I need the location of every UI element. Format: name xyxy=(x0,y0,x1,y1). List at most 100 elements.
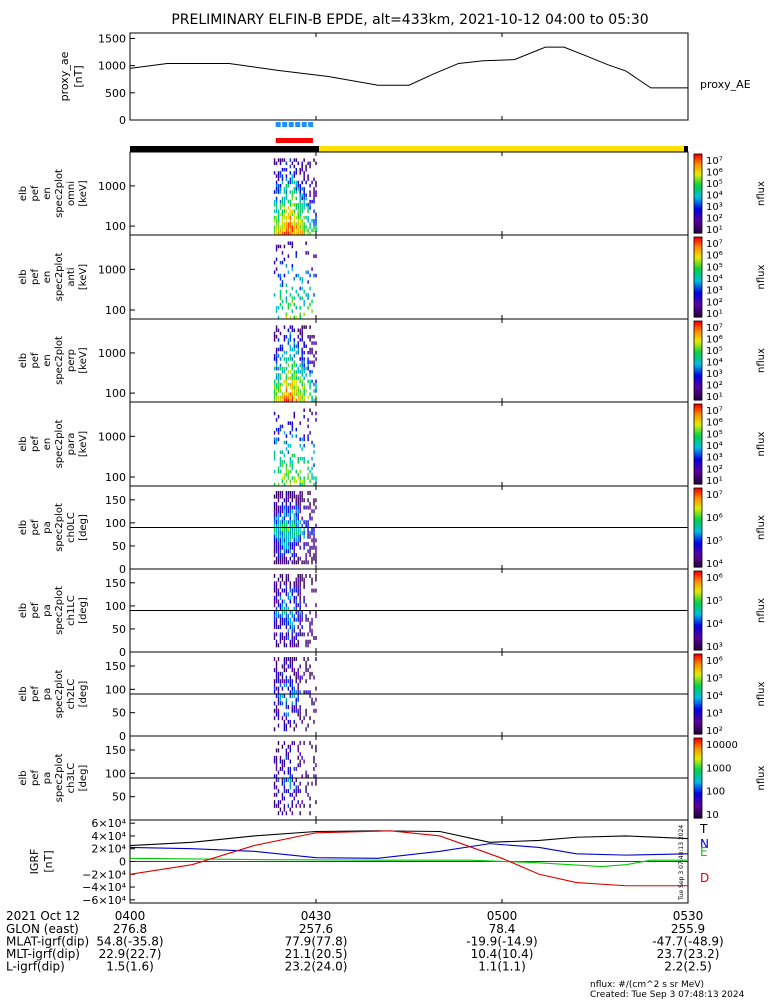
spectrogram-cell xyxy=(283,610,286,615)
colorbar-cell xyxy=(694,223,702,226)
spectrogram-cell xyxy=(315,219,317,223)
spectrogram-cell xyxy=(313,588,315,593)
spectrogram-cell xyxy=(295,778,297,782)
spectrogram-cell xyxy=(273,386,276,390)
spectrogram-cell xyxy=(283,763,286,768)
spectrogram-cell xyxy=(285,523,288,528)
spectrogram-cell xyxy=(297,395,299,400)
spectrogram-cell xyxy=(303,360,305,364)
colorbar-cell xyxy=(694,704,702,707)
spectrogram-cell xyxy=(285,727,288,732)
spectrogram-cell xyxy=(287,306,290,310)
spectrogram-cell xyxy=(275,748,278,753)
spectrogram-cell xyxy=(299,225,301,229)
spectrogram-cell xyxy=(295,386,298,390)
spectrogram-cell xyxy=(309,183,311,188)
spectrogram-cell xyxy=(293,625,295,630)
spectrogram-cell xyxy=(301,447,303,451)
spectrogram-cell xyxy=(275,610,278,615)
spectrogram-cell xyxy=(293,705,295,710)
spectrogram-cell xyxy=(305,556,307,561)
spectrogram-cell xyxy=(285,527,288,532)
spectrogram-cell xyxy=(283,807,286,812)
igrf-legend-E: E xyxy=(700,845,708,859)
spectrogram-cell xyxy=(287,664,290,669)
spectrogram-cell xyxy=(279,639,282,644)
spectrogram-cell xyxy=(281,759,284,764)
ephemeris-value: 77.9(77.8) xyxy=(285,935,348,949)
colorbar-cell xyxy=(694,307,702,310)
spectrogram-cell xyxy=(281,542,284,547)
colorbar-cell xyxy=(694,604,702,608)
spectrogram-cell xyxy=(275,774,278,779)
spectrogram-cell xyxy=(297,617,299,622)
elb-pef-pa-spec2plot-ch3LC-colorbar-tick: 100 xyxy=(706,787,725,798)
spectrogram-cell xyxy=(289,225,292,229)
spectrogram-cell xyxy=(305,225,307,229)
spectrogram-cell xyxy=(309,505,311,510)
colorbar-frame xyxy=(693,320,703,401)
spectrogram-cell xyxy=(313,774,315,779)
spectrogram-cell xyxy=(303,228,305,233)
colorbar-cell xyxy=(694,444,702,447)
spectrogram-cell xyxy=(315,418,317,422)
spectrogram-cell xyxy=(285,573,288,578)
spectrogram-cell xyxy=(291,490,293,495)
spectrogram-cell xyxy=(289,203,292,207)
spectrogram-cell xyxy=(301,167,303,172)
spectrogram-cell xyxy=(273,494,276,499)
spectrogram-cell xyxy=(285,447,288,451)
spectrogram-cell xyxy=(301,479,303,484)
spectrogram-cell xyxy=(295,306,298,310)
spectrogram-cell xyxy=(273,614,276,619)
spectrogram-cell xyxy=(309,206,311,210)
spectrogram-cell xyxy=(315,553,317,558)
spectrogram-cell xyxy=(279,344,282,349)
spectrogram-cell xyxy=(307,280,309,284)
spectrogram-cell xyxy=(279,293,282,297)
spectrogram-cell xyxy=(305,560,307,565)
spectrogram-cell xyxy=(287,621,290,626)
spectrogram-cell xyxy=(297,460,299,464)
spectrogram-cell xyxy=(311,781,313,786)
spectrogram-cell xyxy=(281,545,284,550)
spectrogram-cell xyxy=(279,671,282,676)
spectrogram-cell xyxy=(311,577,313,582)
spectrogram-cell xyxy=(289,595,292,600)
spectrogram-cell xyxy=(301,296,303,300)
elb-pef-en-spec2plot-anti-colorbar-tick: 10² xyxy=(706,297,723,308)
spectrogram-cell xyxy=(299,456,301,461)
spectrogram-cell xyxy=(307,643,309,648)
ylabel-line: pef xyxy=(30,770,41,787)
colorbar-cell xyxy=(694,716,702,719)
spectrogram-cell xyxy=(311,334,313,339)
spectrogram-cell xyxy=(305,241,307,245)
spectrogram-cell xyxy=(297,509,299,514)
spectrogram-cell xyxy=(291,505,293,510)
colorbar-cell xyxy=(694,726,702,729)
spectrogram-cell xyxy=(287,545,290,550)
spectrogram-cell xyxy=(281,621,284,626)
colorbar-cell xyxy=(694,814,702,817)
spectrogram-cell xyxy=(303,803,305,808)
spectrogram-cell xyxy=(277,610,280,615)
colorbar-cell xyxy=(694,586,702,590)
spectrogram-cell xyxy=(307,350,309,355)
spectrogram-cell xyxy=(273,512,276,517)
spectrogram-cell xyxy=(283,534,286,539)
spectrogram-cell xyxy=(289,479,292,484)
spectrogram-cell xyxy=(277,315,280,320)
spectrogram-cell xyxy=(287,803,290,808)
spectrogram-cell xyxy=(289,164,292,169)
spectrogram-cell xyxy=(307,306,309,310)
colorbar-cell xyxy=(694,221,702,224)
colorbar-cell xyxy=(694,388,702,391)
spectrogram-cell xyxy=(273,379,276,384)
spectrogram-cell xyxy=(279,592,282,597)
spectrogram-cell xyxy=(281,392,284,396)
spectrogram-cell xyxy=(307,460,309,464)
spectrogram-cell xyxy=(273,690,276,695)
spectrogram-cell xyxy=(289,690,292,695)
colorbar-cell xyxy=(694,778,702,781)
